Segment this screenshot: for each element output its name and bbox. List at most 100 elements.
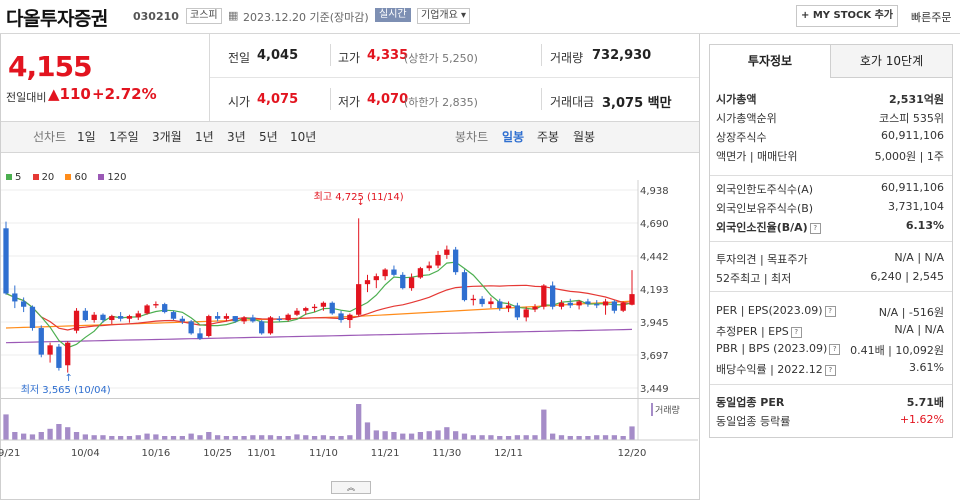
candle-body [250, 317, 256, 322]
candle-body [611, 301, 618, 311]
volume-bar [356, 404, 362, 440]
help-icon[interactable]: ? [829, 343, 841, 355]
stock-chart[interactable]: 4,938 4,690 4,442 4,193 3,945 3,697 3,449 09/2… [0, 0, 700, 500]
ma60-legend-item: 60 [65, 172, 87, 183]
candle-body [576, 301, 582, 306]
ma20-swatch [32, 174, 39, 180]
volume-bar [329, 436, 335, 440]
candle-body [329, 302, 335, 314]
candle-daily-button[interactable]: 일봉 [502, 130, 525, 144]
info-row: 외국인한도주식수(A) 60,911,106 [716, 181, 944, 196]
candle-body [364, 280, 371, 285]
high-label: 고가 [338, 51, 361, 65]
info-row-label: 투자의견 | 목표주가 [716, 253, 808, 266]
quick-order-link[interactable]: 빠른주문 [911, 11, 952, 24]
info-row-value: 3.61% [909, 361, 944, 374]
add-mystock-button[interactable]: + MY STOCK 추가 [796, 5, 898, 27]
info-row-label: 외국인한도주식수(A) [716, 183, 814, 196]
volume-bar [100, 435, 106, 440]
tab-hoga-10[interactable]: 호가 10단계 [831, 45, 952, 78]
y-tick-label: 4,442 [640, 252, 669, 263]
info-row-label: 동일업종 등락률 [716, 415, 791, 428]
period-1y-button[interactable]: 1년 [195, 130, 214, 144]
prev-close-label: 전일 [228, 51, 251, 65]
ma120-label: 120 [107, 172, 127, 183]
candle-body [73, 310, 80, 331]
info-row: 동일업종 PER 5.71배 [716, 394, 944, 409]
company-overview-dropdown[interactable]: 기업개요 ▾ [417, 8, 470, 24]
period-3y-button[interactable]: 3년 [227, 130, 246, 144]
ma5-label: 5 [15, 172, 22, 183]
info-row-label: 액면가 | 매매단위 [716, 150, 798, 163]
volume-bar [426, 431, 432, 440]
ma5-line [5, 261, 633, 349]
candle-body [285, 314, 291, 321]
candle-body [117, 316, 124, 319]
info-row-label: PBR | BPS (2023.09) [716, 342, 828, 355]
ma120-line [5, 328, 633, 344]
candle-body [65, 342, 71, 366]
volume-bar [232, 436, 238, 440]
current-price: 4,155 [8, 50, 93, 83]
help-icon[interactable]: ? [809, 222, 821, 234]
candle-body [426, 265, 432, 269]
help-icon[interactable]: ? [790, 326, 802, 338]
candle-body [29, 306, 36, 329]
info-row-label: 시가총액 [716, 93, 757, 106]
y-tick-label: 3,449 [640, 384, 669, 395]
info-row: 52주최고 | 최저 6,240 | 2,545 [716, 270, 944, 285]
low-value: 4,070 [367, 92, 409, 107]
volume-label: 거래량 [550, 51, 584, 65]
info-row-value: 60,911,106 [881, 129, 944, 142]
candle-body [532, 306, 538, 310]
stock-name[interactable]: 다올투자증권 [6, 8, 108, 30]
candle-body [241, 317, 247, 322]
help-icon[interactable]: ? [824, 305, 836, 317]
candle-chart-label: 봉차트 [455, 130, 489, 144]
volume-bar [259, 435, 265, 440]
info-row: 추정PER | EPS? N/A | N/A [716, 323, 944, 338]
upper-limit: (상한가 5,250) [404, 52, 478, 65]
period-10y-button[interactable]: 10년 [290, 130, 317, 144]
calendar-icon: ▦ [228, 9, 239, 22]
candle-monthly-button[interactable]: 월봉 [573, 130, 596, 144]
info-row-value: 0.41배 | 10,092원 [850, 344, 944, 357]
info-row: 동일업종 등락률 +1.62% [716, 413, 944, 428]
volume-bar [126, 436, 133, 440]
info-row-label: 외국인소진율(B/A) [716, 221, 808, 234]
period-1d-button[interactable]: 1일 [77, 130, 96, 144]
period-1w-button[interactable]: 1주일 [109, 130, 139, 144]
info-separator [710, 175, 952, 176]
candle-body [620, 302, 626, 311]
volume-bar [620, 436, 626, 440]
info-row-value: N/A | N/A [894, 323, 944, 336]
candle-body [488, 301, 494, 305]
period-5y-button[interactable]: 5년 [259, 130, 278, 144]
line-chart-label: 선차트 [33, 130, 67, 144]
amount-label: 거래대금 [550, 95, 595, 109]
ma-legend: 5 20 60 120 [6, 172, 127, 183]
info-row-label: PER | EPS(2023.09) [716, 304, 823, 317]
change-percent: +2.72% [92, 85, 157, 103]
ma5-swatch [6, 174, 12, 180]
y-tick-label: 3,697 [640, 351, 669, 362]
info-separator [710, 241, 952, 242]
tab-invest-info[interactable]: 투자정보 [710, 45, 831, 78]
info-row: 배당수익률 | 2022.12? 3.61% [716, 361, 944, 376]
info-row-label: 52주최고 | 최저 [716, 272, 792, 285]
period-3m-button[interactable]: 3개월 [152, 130, 182, 144]
help-icon[interactable]: ? [824, 364, 836, 376]
info-row-value: 60,911,106 [881, 181, 944, 194]
candle-body [82, 310, 88, 321]
volume-bar [541, 409, 547, 440]
volume-bar [461, 433, 468, 440]
info-row: 시가총액 2,531억원 [716, 91, 944, 106]
info-row-label: 상장주식수 [716, 131, 767, 144]
candle-body [47, 345, 53, 355]
collapse-chart-button[interactable]: ︽ [331, 481, 371, 494]
info-row-value: 3,731,104 [888, 200, 944, 213]
info-row-value: 5.71배 [906, 396, 944, 409]
volume-bar [206, 432, 212, 440]
candle-weekly-button[interactable]: 주봉 [537, 130, 560, 144]
realtime-button[interactable]: 실시간 [375, 8, 411, 22]
